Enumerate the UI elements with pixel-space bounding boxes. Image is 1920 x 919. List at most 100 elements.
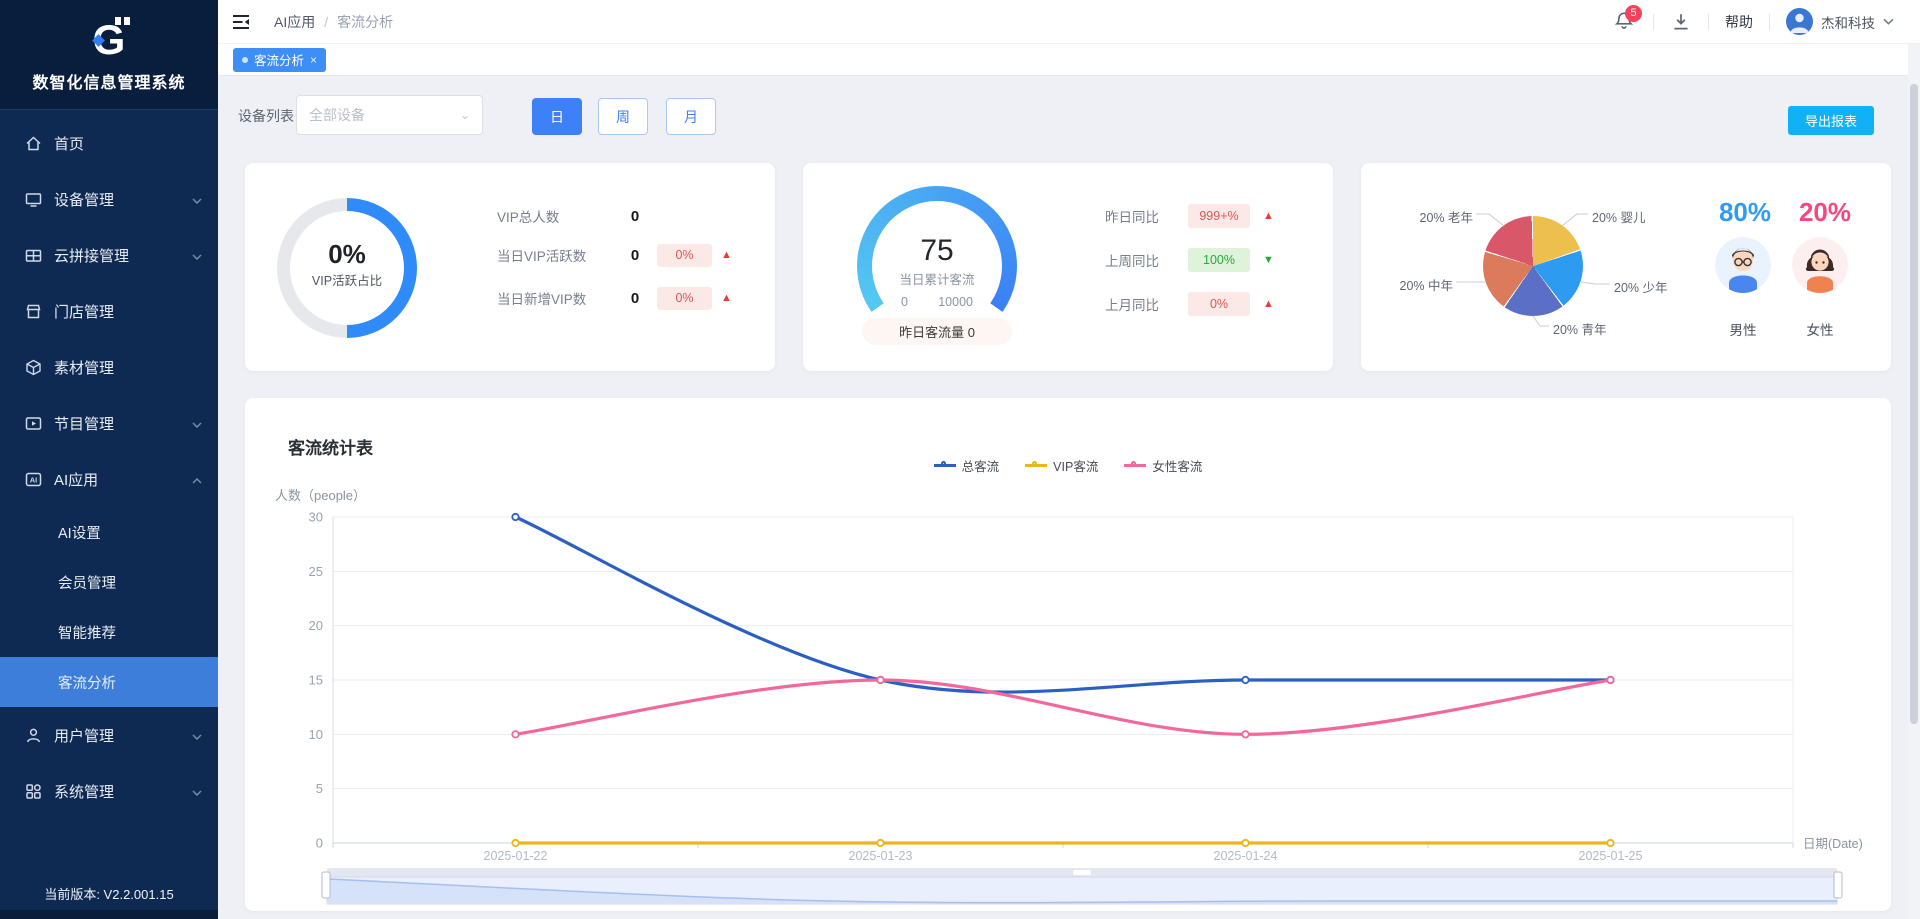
main-content: 设备列表 全部设备 ⌄ 日 周 月 导出报表 0% VIP活跃占比 VIP总人数… [218, 76, 1920, 919]
gauge-min: 0 [901, 295, 908, 309]
period-week-button[interactable]: 周 [598, 98, 648, 135]
period-day-button[interactable]: 日 [532, 98, 582, 135]
scrollbar-thumb[interactable] [1910, 84, 1918, 724]
pie-connectors [1456, 213, 1610, 327]
svg-text:2025-01-23: 2025-01-23 [849, 849, 913, 863]
sidebar-item-system[interactable]: 系统管理 [0, 763, 218, 819]
sidebar-item-ai[interactable]: AI AI应用 [0, 451, 218, 507]
svg-text:15: 15 [309, 673, 323, 688]
vip-donut-label: VIP活跃占比 [311, 274, 383, 288]
chart-legend: 总客流 VIP客流 女性客流 [245, 456, 1891, 475]
chevron-down-icon [192, 783, 202, 800]
stat-row: 上月同比 0% ▲ [1105, 292, 1315, 316]
user-menu[interactable]: 杰和科技 [1786, 8, 1894, 35]
trend-up-icon: ▲ [721, 292, 732, 304]
male-percentage: 80% [1718, 197, 1772, 227]
sidebar-item-ai-settings[interactable]: AI设置 [58, 525, 101, 542]
svg-text:20: 20 [309, 618, 323, 633]
export-report-button[interactable]: 导出报表 [1788, 106, 1874, 135]
pie-label-qingnian: 20% 青年 [1553, 323, 1607, 337]
system-icon [24, 782, 43, 801]
device-list-label: 设备列表 [238, 108, 294, 124]
trend-down-icon: ▼ [1263, 254, 1274, 266]
legend-item-vip[interactable]: VIP客流 [1025, 456, 1098, 475]
sidebar-item-material[interactable]: 素材管理 [0, 339, 218, 395]
vip-donut-value: 0% [328, 239, 366, 269]
notification-badge: 5 [1625, 4, 1642, 22]
download-button[interactable] [1670, 11, 1692, 33]
female-label: 女性 [1806, 323, 1834, 338]
demographics-card: 20% 老年 20% 婴儿 20% 中年 20% 少年 20% 青年 80% 2… [1361, 163, 1891, 371]
notifications-button[interactable]: 5 [1613, 4, 1642, 34]
tab-flow-analysis[interactable]: 客流分析 × [233, 47, 327, 72]
svg-text:人数（people）: 人数（people） [275, 488, 366, 503]
stat-row: VIP总人数 0 [497, 207, 640, 226]
help-link[interactable]: 帮助 [1725, 13, 1753, 30]
svg-text:AI: AI [30, 475, 38, 484]
user-icon [24, 726, 43, 745]
sidebar-nav: 首页 设备管理 云拼接管理 门店管理 素材管理 节目管 [0, 115, 218, 819]
sidebar-item-device[interactable]: 设备管理 [0, 171, 218, 227]
chevron-down-icon [192, 247, 202, 264]
sidebar-item-home[interactable]: 首页 [0, 115, 218, 171]
stat-row: 当日新增VIP数 0 0% ▲ [497, 286, 757, 310]
stat-row: 昨日同比 999+% ▲ [1105, 204, 1315, 228]
pie-label-zhongnian: 20% 中年 [1399, 279, 1454, 293]
app-title: 数智化信息管理系统 [32, 74, 186, 92]
sidebar-item-members[interactable]: 会员管理 [58, 575, 116, 592]
chevron-down-icon [1883, 18, 1894, 25]
sidebar-footer-strip [0, 910, 218, 919]
avatar [1786, 8, 1813, 35]
breadcrumb-current: 客流分析 [337, 13, 394, 30]
svg-text:10: 10 [309, 727, 323, 742]
male-label: 男性 [1729, 323, 1757, 338]
svg-text:2025-01-24: 2025-01-24 [1214, 849, 1278, 863]
gauge-label: 当日累计客流 [899, 273, 975, 287]
svg-text:2025-01-25: 2025-01-25 [1579, 849, 1643, 863]
download-icon [1674, 13, 1688, 29]
sidebar-item-videowall[interactable]: 云拼接管理 [0, 227, 218, 283]
legend-item-total[interactable]: 总客流 [933, 456, 999, 475]
pie-label-laonian: 20% 老年 [1419, 211, 1474, 225]
chevron-down-icon: ⌄ [459, 108, 470, 122]
trend-badge: 100% [1188, 248, 1250, 272]
chevron-down-icon [192, 191, 202, 208]
breadcrumb-parent[interactable]: AI应用 [274, 13, 316, 30]
sidebar: G 数智化信息管理系统 首页 设备管理 云拼接管理 [0, 0, 218, 919]
line-chart[interactable]: 0 5 10 15 20 25 30 2025-01-22 2025-01-23 2025-01-… [245, 398, 1891, 911]
material-icon [24, 358, 43, 377]
trend-badge: 0% [657, 243, 712, 267]
tab-bar: 客流分析 × [218, 44, 1920, 76]
legend-item-female[interactable]: 女性客流 [1124, 456, 1202, 475]
program-icon [24, 414, 43, 433]
svg-text:0: 0 [316, 836, 323, 851]
chevron-down-icon [192, 727, 202, 744]
trend-up-icon: ▲ [1263, 210, 1274, 222]
page-scrollbar[interactable] [1908, 44, 1920, 919]
store-icon [24, 302, 43, 321]
yesterday-flow-pill: 昨日客流量 0 [862, 318, 1012, 345]
trend-badge: 0% [657, 286, 712, 310]
tab-close-icon[interactable]: × [310, 52, 318, 67]
sidebar-item-recommend[interactable]: 智能推荐 [58, 625, 116, 642]
tab-active-dot [242, 56, 248, 63]
gauge-value: 75 [920, 234, 954, 267]
sidebar-item-users[interactable]: 用户管理 [0, 707, 218, 763]
sidebar-item-store[interactable]: 门店管理 [0, 283, 218, 339]
sidebar-item-program[interactable]: 节目管理 [0, 395, 218, 451]
company-name: 杰和科技 [1821, 15, 1875, 31]
device-icon [24, 190, 43, 209]
chart-title: 客流统计表 [288, 439, 373, 458]
topbar: AI应用 / 客流分析 5 帮助 杰和科技 [218, 0, 1920, 44]
device-select[interactable]: 全部设备 ⌄ [296, 95, 483, 135]
trend-up-icon: ▲ [1263, 298, 1274, 310]
sidebar-item-flow-analysis[interactable]: 客流分析 [0, 657, 218, 707]
daily-flow-card: 75 当日累计客流 0 10000 昨日客流量 0 昨日同比 999+% ▲ 上… [803, 163, 1333, 371]
period-month-button[interactable]: 月 [666, 98, 716, 135]
collapse-menu-icon[interactable] [230, 11, 252, 33]
chevron-up-icon [192, 471, 202, 488]
ai-icon: AI [24, 470, 43, 489]
sidebar-header: G 数智化信息管理系统 [0, 0, 218, 110]
home-icon [24, 134, 43, 153]
